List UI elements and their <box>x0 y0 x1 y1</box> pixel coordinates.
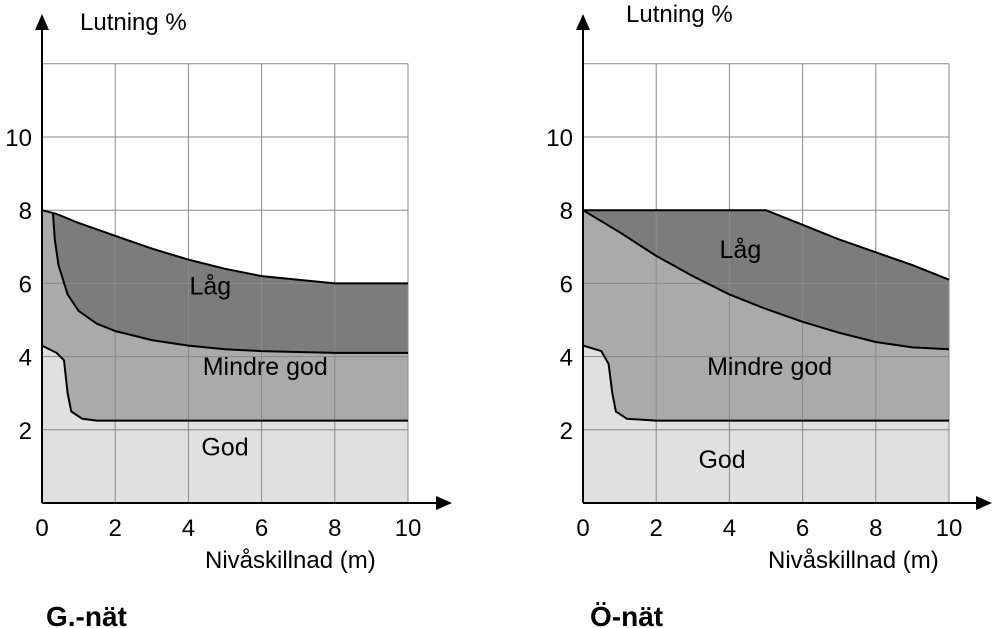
g-nat-y-axis-label: Lutning % <box>80 9 187 36</box>
g-nat-x-axis-arrow <box>436 496 452 510</box>
o-nat-x-tick-10: 10 <box>936 515 963 542</box>
g-nat-x-tick-6: 6 <box>255 515 268 542</box>
o-nat-boundary-top <box>583 209 950 281</box>
o-nat-x-tick-4: 4 <box>723 515 736 542</box>
g-nat-grid <box>42 63 409 503</box>
o-nat-x-tick-2: 2 <box>650 515 663 542</box>
o-nat-boundary-mid <box>582 209 950 351</box>
g-nat-y-tick-6: 6 <box>19 271 32 298</box>
g-nat-ticks: 0 2 4 6 8 10 2 4 6 8 10 <box>5 125 421 542</box>
o-nat-region-god <box>583 345 949 503</box>
g-nat-region-label-lag: Låg <box>190 272 232 300</box>
o-nat-y-tick-8: 8 <box>560 198 573 225</box>
g-nat-boundaries <box>41 209 408 422</box>
g-nat-x-axis-label: Nivåskillnad (m) <box>205 547 376 574</box>
g-nat-region-lag <box>42 210 408 353</box>
g-nat-region-label-mindre-god: Mindre god <box>203 353 328 381</box>
g-nat-y-tick-10: 10 <box>5 125 32 152</box>
o-nat-boundary-low <box>582 344 949 422</box>
o-nat-x-axis-label: Nivåskillnad (m) <box>768 547 939 574</box>
o-nat-chart-title: Ö-nät <box>590 601 663 628</box>
g-nat-boundary-low <box>41 344 408 422</box>
g-nat-region-labels: God Mindre god Låg <box>190 272 328 461</box>
g-nat-x-tick-8: 8 <box>328 515 341 542</box>
g-nat-region-label-god: God <box>201 433 248 461</box>
o-nat-y-axis-label: Lutning % <box>626 1 733 28</box>
o-nat-y-tick-6: 6 <box>560 271 573 298</box>
g-nat-x-tick-10: 10 <box>395 515 422 542</box>
o-nat-ticks: 0 2 4 6 8 10 2 4 6 8 10 <box>546 125 962 542</box>
g-nat-axes <box>35 14 452 510</box>
chart-g-nat: 0 2 4 6 8 10 2 4 6 8 10 God Mindre god Låg Lutning %… <box>5 9 452 628</box>
g-nat-x-tick-4: 4 <box>182 515 195 542</box>
o-nat-region-labels: God Mindre god Låg <box>698 236 832 474</box>
o-nat-x-tick-8: 8 <box>869 515 882 542</box>
o-nat-axes <box>576 14 992 510</box>
o-nat-region-lag <box>583 210 949 350</box>
o-nat-region-label-god: God <box>698 446 745 474</box>
o-nat-y-tick-4: 4 <box>560 345 573 372</box>
g-nat-x-tick-0: 0 <box>35 515 48 542</box>
o-nat-y-tick-2: 2 <box>560 418 573 445</box>
g-nat-y-axis-arrow <box>35 14 49 30</box>
o-nat-region-label-mindre-god: Mindre god <box>707 353 832 381</box>
g-nat-y-tick-2: 2 <box>19 418 32 445</box>
g-nat-x-tick-2: 2 <box>109 515 122 542</box>
o-nat-x-tick-6: 6 <box>796 515 809 542</box>
g-nat-boundary-top <box>41 209 408 285</box>
o-nat-y-tick-10: 10 <box>546 125 573 152</box>
g-nat-y-tick-4: 4 <box>19 345 32 372</box>
chart-o-nat: 0 2 4 6 8 10 2 4 6 8 10 God Mindre god Låg Lutning %… <box>546 1 992 628</box>
o-nat-x-axis-arrow <box>976 496 992 510</box>
o-nat-y-axis-arrow <box>576 14 590 30</box>
o-nat-region-label-lag: Låg <box>720 236 762 264</box>
g-nat-region-god <box>42 345 408 503</box>
g-nat-chart-title: G.-nät <box>46 601 127 628</box>
o-nat-x-tick-0: 0 <box>576 515 589 542</box>
o-nat-boundaries <box>582 209 950 422</box>
g-nat-y-tick-8: 8 <box>19 198 32 225</box>
g-nat-boundary-mid <box>52 213 408 354</box>
